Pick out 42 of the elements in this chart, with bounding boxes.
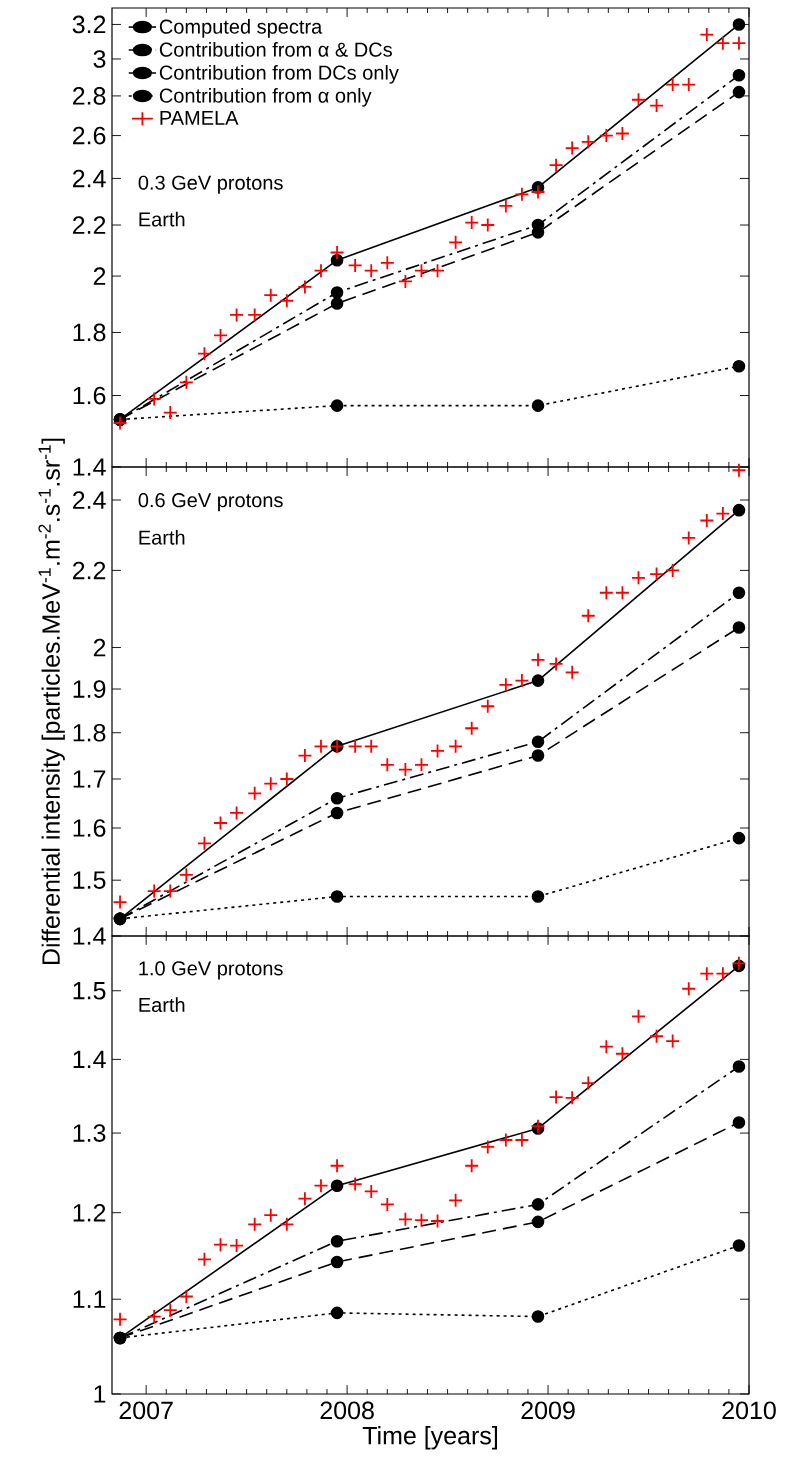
y-tick-label: 3.2 (72, 15, 106, 34)
y-tick-label: 1.4 (73, 1050, 106, 1068)
y-tick-label: 1.5 (73, 871, 106, 889)
legend-label: Contribution from α only (159, 88, 372, 107)
y-tick-label: 1 (94, 1385, 106, 1403)
y-tick-label: 1.4 (73, 927, 106, 945)
y-tick-label: 2.2 (72, 216, 106, 234)
annotation: 1.0 GeV protons (139, 961, 283, 980)
annotation: Earth (139, 529, 185, 545)
y-tick-label: 2.4 (72, 169, 106, 188)
x-tick-label: 2007 (119, 1401, 173, 1420)
legend-label: Computed spectra (159, 19, 323, 38)
y-tick-label: 1.6 (73, 819, 106, 837)
y-tick-label: 2.8 (72, 87, 106, 105)
y-tick-label: 1.7 (73, 770, 106, 788)
text: Differential intensity [particles.MeV$^{-1}$.m$^{-2}$.s$^{-1}$.sr$^{-1}$] (38, 438, 65, 965)
y-tick-label: 1.2 (73, 1203, 106, 1222)
y-tick-label: 1.3 (73, 1124, 106, 1142)
x-tick-label: 2010 (722, 1401, 776, 1420)
y-tick-label: 1.6 (73, 386, 106, 405)
y-tick-label: 2.4 (72, 491, 106, 509)
y-tick-label: 1.4 (73, 458, 106, 476)
y-tick-label: 2.2 (72, 561, 106, 580)
x-tick-label: 2009 (521, 1401, 575, 1420)
annotation: Earth (139, 997, 185, 1013)
y-tick-label: 3 (93, 50, 106, 68)
y-tick-label: 1.9 (73, 680, 106, 698)
annotation: 0.6 GeV protons (138, 493, 283, 512)
x-axis-title: Time [years] (362, 1426, 497, 1450)
y-tick-label: 1.8 (73, 723, 106, 742)
y-tick-label: 2.6 (72, 126, 106, 145)
y-tick-label: 2 (93, 267, 106, 285)
annotation: 0.3 GeV protons (138, 175, 283, 194)
y-tick-label: 2 (93, 638, 106, 657)
legend-label: Contribution from α & DCs (159, 42, 392, 57)
y-tick-label: 1.5 (73, 982, 106, 1000)
y-tick-label: 1.1 (73, 1290, 106, 1308)
legend-label: Contribution from DCs only (159, 65, 399, 84)
legend-label: PAMELA (160, 111, 239, 125)
x-tick-label: 2008 (320, 1401, 374, 1420)
annotation: Earth (139, 211, 185, 227)
y-tick-label: 1.8 (73, 323, 106, 342)
